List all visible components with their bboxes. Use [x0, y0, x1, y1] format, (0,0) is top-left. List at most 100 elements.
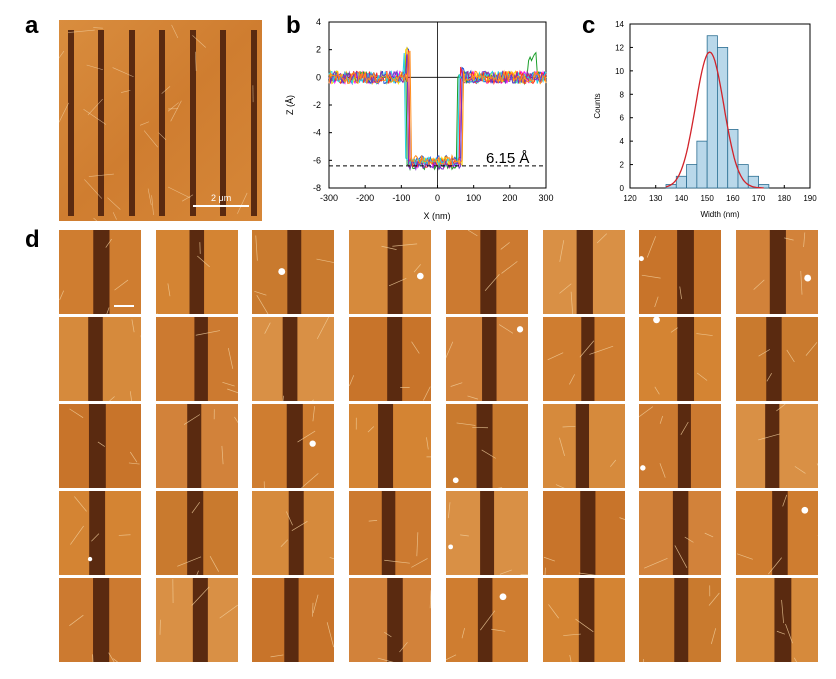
- tile-feature: [781, 599, 784, 624]
- y-tick-label: 2: [620, 161, 625, 170]
- tile-feature: [446, 654, 457, 661]
- tile-feature: [196, 570, 199, 575]
- tile-feature: [219, 604, 238, 619]
- tile-feature: [579, 340, 595, 358]
- tile-trench: [769, 230, 786, 314]
- tile-feature: [312, 602, 314, 617]
- afm-tile-svg: [543, 404, 625, 488]
- tile-feature: [423, 386, 431, 401]
- tile-trench: [575, 404, 590, 488]
- tile-feature: [209, 556, 220, 572]
- tile-feature: [555, 484, 565, 488]
- tile-feature: [114, 279, 129, 291]
- afm-tile-svg: [59, 230, 141, 314]
- tile-particle: [452, 477, 459, 484]
- surface-feature: [182, 194, 194, 202]
- surface-feature: [161, 86, 171, 94]
- tile-feature: [91, 533, 100, 542]
- tile-feature: [644, 558, 668, 569]
- tile-feature: [559, 240, 565, 262]
- tile-trench: [765, 404, 780, 488]
- x-tick-label: 200: [502, 193, 517, 203]
- y-axis-label: Z (Å): [285, 95, 295, 115]
- tile-feature: [191, 502, 201, 514]
- surface-feature: [192, 35, 206, 48]
- tile-trench: [387, 317, 403, 401]
- tile-trench: [288, 491, 304, 575]
- axis-ticks: -300 -200 -100 0 100 200 300 4 2 0 -2 -4 -6 -8: [313, 17, 554, 203]
- tile-feature: [766, 373, 772, 382]
- tile-feature: [416, 532, 419, 557]
- tile-feature: [381, 245, 397, 250]
- tile-particle: [804, 274, 812, 282]
- tile-feature: [654, 386, 660, 395]
- tile-feature: [131, 319, 135, 333]
- tile-feature: [118, 534, 131, 536]
- surface-feature: [83, 109, 107, 125]
- y-axis-label: Counts: [593, 93, 602, 118]
- tile-feature: [108, 652, 115, 662]
- afm-tile: [349, 404, 431, 488]
- afm-tile: [156, 404, 238, 488]
- afm-tile: [639, 317, 721, 401]
- trench-group: [68, 30, 257, 216]
- tile-trench: [480, 230, 497, 314]
- scale-bar-label: 2 μm: [211, 193, 231, 203]
- tile-feature: [467, 395, 479, 400]
- tile-feature: [74, 496, 87, 512]
- afm-tile-svg: [349, 317, 431, 401]
- tile-feature: [297, 430, 316, 443]
- tile-trench: [674, 578, 689, 662]
- afm-tile: [639, 578, 721, 662]
- tile-feature: [548, 604, 559, 619]
- afm-tile: [446, 230, 528, 314]
- tile-feature: [639, 406, 654, 418]
- tile-feature: [782, 494, 788, 507]
- tile-feature: [619, 517, 625, 520]
- y-tick-label: 12: [615, 43, 624, 52]
- tile-trench: [287, 230, 302, 314]
- tile-trench: [580, 491, 596, 575]
- trench-4: [159, 30, 165, 216]
- tile-trench: [187, 491, 204, 575]
- tile-feature: [221, 445, 224, 465]
- tile-particle: [653, 317, 660, 324]
- y-tick-label: 4: [620, 137, 625, 146]
- surface-feature: [107, 197, 121, 210]
- x-tick-label: 150: [700, 194, 714, 203]
- tile-feature: [563, 633, 581, 636]
- surface-feature: [171, 24, 179, 39]
- afm-overview-svg: 2 μm: [59, 20, 262, 221]
- tile-feature: [501, 261, 518, 274]
- histogram-bar: [727, 129, 739, 189]
- trench-3: [129, 30, 135, 216]
- profile-line-8: [328, 50, 547, 166]
- afm-tile-svg: [349, 404, 431, 488]
- surface-feature: [87, 98, 103, 116]
- tile-feature: [450, 382, 463, 387]
- tile-feature: [312, 406, 315, 422]
- height-profile-chart: -300 -200 -100 0 100 200 300 4 2 0 -2 -4 -6 -8 6.15 Å…: [285, 17, 554, 221]
- histogram-bar: [686, 164, 698, 189]
- x-tick-label: 120: [623, 194, 637, 203]
- afm-tile: [349, 578, 431, 662]
- tile-feature: [456, 422, 476, 426]
- afm-tile: [349, 230, 431, 314]
- tile-feature: [543, 556, 555, 562]
- profile-line-6: [328, 52, 547, 168]
- afm-tile-svg: [446, 404, 528, 488]
- tile-feature: [696, 372, 708, 381]
- tile-feature: [684, 536, 694, 543]
- tile-trench: [286, 404, 303, 488]
- afm-tile: [349, 491, 431, 575]
- tile-feature: [92, 654, 94, 662]
- tile-feature: [69, 408, 84, 418]
- afm-overview-image: 2 μm: [59, 20, 262, 221]
- tile-feature: [70, 525, 84, 545]
- tile-trench: [581, 317, 595, 401]
- tile-trench: [93, 230, 110, 314]
- histogram-bar: [747, 175, 759, 189]
- tile-feature: [388, 277, 407, 287]
- tile-feature: [481, 449, 496, 459]
- tile-feature: [105, 238, 112, 248]
